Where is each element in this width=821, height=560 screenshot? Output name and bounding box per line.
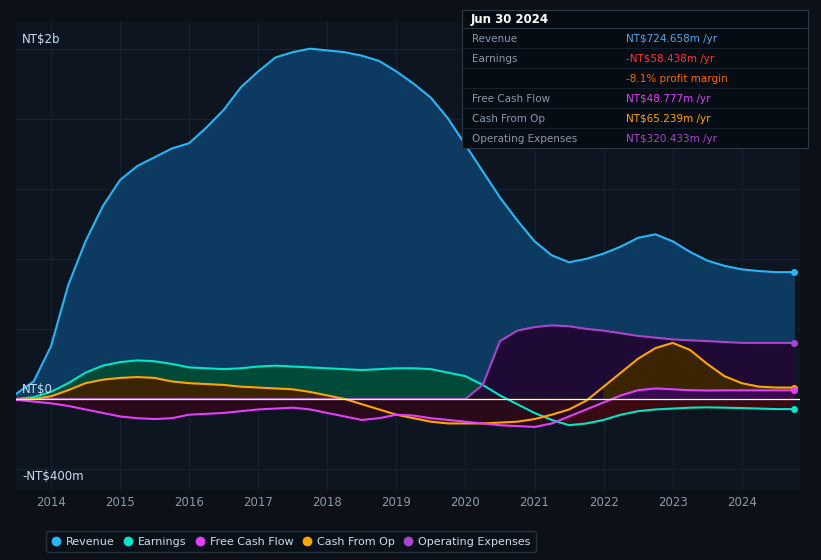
Text: NT$320.433m /yr: NT$320.433m /yr [626, 134, 718, 144]
Text: NT$65.239m /yr: NT$65.239m /yr [626, 114, 711, 124]
Text: NT$0: NT$0 [22, 383, 53, 396]
Text: NT$48.777m /yr: NT$48.777m /yr [626, 94, 711, 104]
Text: Revenue: Revenue [472, 34, 517, 44]
Text: Earnings: Earnings [472, 54, 517, 64]
Text: -NT$400m: -NT$400m [22, 470, 84, 483]
Text: Operating Expenses: Operating Expenses [472, 134, 577, 144]
Text: Jun 30 2024: Jun 30 2024 [470, 13, 548, 26]
Text: -NT$58.438m /yr: -NT$58.438m /yr [626, 54, 714, 64]
Legend: Revenue, Earnings, Free Cash Flow, Cash From Op, Operating Expenses: Revenue, Earnings, Free Cash Flow, Cash … [46, 531, 536, 552]
Text: Cash From Op: Cash From Op [472, 114, 545, 124]
Text: -8.1% profit margin: -8.1% profit margin [626, 74, 728, 84]
Text: Free Cash Flow: Free Cash Flow [472, 94, 550, 104]
Text: NT$724.658m /yr: NT$724.658m /yr [626, 34, 718, 44]
Text: NT$2b: NT$2b [22, 34, 61, 46]
